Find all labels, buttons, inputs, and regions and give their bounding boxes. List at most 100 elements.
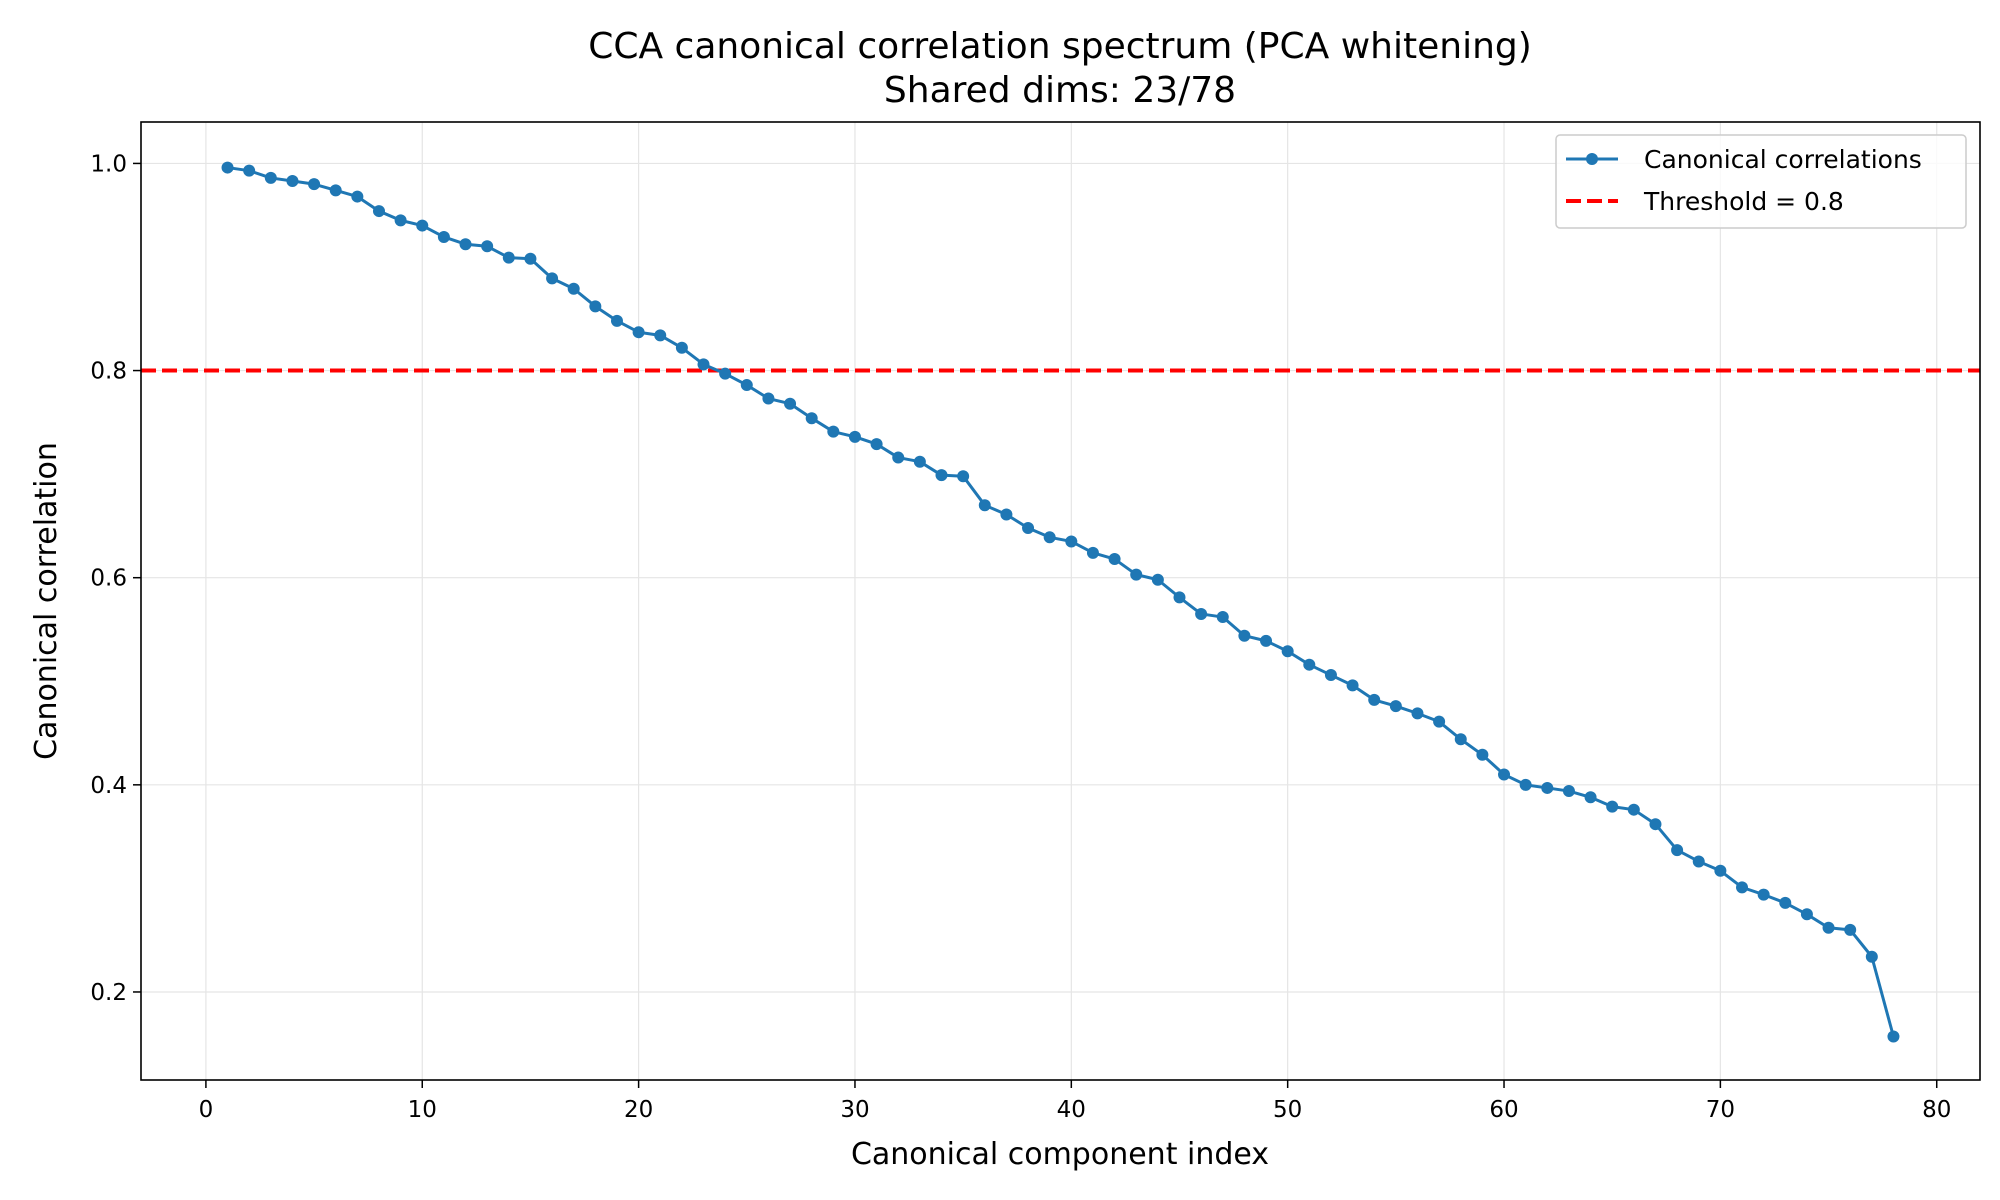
- data-point: [351, 190, 364, 203]
- data-point: [1649, 818, 1662, 831]
- data-point: [1562, 785, 1575, 798]
- data-point: [264, 171, 277, 184]
- data-point: [524, 252, 537, 265]
- data-point: [913, 455, 926, 468]
- data-point: [1130, 568, 1143, 581]
- x-tick-label: 70: [1706, 1097, 1735, 1123]
- x-tick-label: 30: [840, 1097, 869, 1123]
- data-point: [1692, 855, 1705, 868]
- data-point: [589, 300, 602, 313]
- data-point: [1671, 844, 1684, 857]
- data-point: [848, 430, 861, 443]
- legend-series-marker: [1586, 153, 1598, 165]
- x-tick-label: 50: [1273, 1097, 1302, 1123]
- data-point: [1065, 535, 1078, 548]
- data-point: [1822, 921, 1835, 934]
- data-point: [892, 451, 905, 464]
- data-point: [1281, 645, 1294, 658]
- data-point: [459, 238, 472, 251]
- data-point: [957, 470, 970, 483]
- x-axis-label: Canonical component index: [851, 1137, 1269, 1172]
- legend-box: [1555, 134, 1967, 229]
- data-point: [416, 219, 429, 232]
- data-point: [1324, 669, 1337, 682]
- data-point: [1779, 896, 1792, 909]
- chart-title: CCA canonical correlation spectrum (PCA …: [588, 26, 1532, 67]
- legend-series-label: Canonical correlations: [1644, 145, 1922, 174]
- y-axis-label: Canonical correlation: [29, 442, 64, 760]
- data-point: [719, 367, 732, 380]
- grid-lines: [141, 122, 1980, 1080]
- data-point: [1887, 1030, 1900, 1043]
- data-point: [1584, 791, 1597, 804]
- data-point: [1346, 679, 1359, 692]
- data-point: [1736, 881, 1749, 894]
- data-point: [1433, 715, 1446, 728]
- data-point: [1389, 700, 1402, 713]
- data-point: [870, 438, 883, 451]
- data-point: [1454, 733, 1467, 746]
- data-point: [1151, 573, 1164, 586]
- x-axis-ticks: 0 10 20 30 40 50 60 70 80: [199, 1080, 1951, 1123]
- data-point: [1000, 508, 1013, 521]
- data-point: [1238, 629, 1251, 642]
- data-point: [654, 329, 667, 342]
- data-point: [1541, 781, 1554, 794]
- data-point: [567, 282, 580, 295]
- data-point: [1173, 591, 1186, 604]
- x-tick-label: 40: [1057, 1097, 1086, 1123]
- data-point: [1519, 778, 1532, 791]
- legend: Canonical correlations Threshold = 0.8: [1555, 134, 1967, 229]
- data-point: [329, 184, 342, 197]
- x-tick-label: 0: [199, 1097, 214, 1123]
- plot-area-frame: [140, 121, 1981, 1081]
- y-tick-label: 0.2: [90, 980, 127, 1006]
- y-axis-ticks: 0.2 0.4 0.6 0.8 1.0: [90, 151, 141, 1006]
- series-layer: [221, 161, 1900, 1043]
- data-point: [1368, 693, 1381, 706]
- data-point: [697, 358, 710, 371]
- data-point: [286, 175, 299, 188]
- chart-subtitle: Shared dims: 23/78: [884, 70, 1236, 111]
- data-point: [1714, 864, 1727, 877]
- y-tick-label: 0.8: [90, 359, 127, 385]
- data-point: [1108, 553, 1121, 566]
- data-point: [394, 214, 407, 227]
- data-point: [1043, 531, 1056, 544]
- data-point: [740, 379, 753, 392]
- x-tick-label: 80: [1922, 1097, 1951, 1123]
- data-point: [308, 178, 321, 191]
- data-point: [1800, 908, 1813, 921]
- x-tick-label: 20: [624, 1097, 653, 1123]
- data-point: [1260, 634, 1273, 647]
- data-point: [1195, 607, 1208, 620]
- legend-threshold-label: Threshold = 0.8: [1643, 187, 1844, 216]
- data-point: [1411, 707, 1424, 720]
- data-point: [372, 205, 385, 218]
- data-point: [481, 240, 494, 253]
- data-point: [1498, 768, 1511, 781]
- x-tick-label: 60: [1489, 1097, 1518, 1123]
- y-tick-label: 0.4: [90, 773, 127, 799]
- data-point: [1757, 888, 1770, 901]
- data-point: [632, 326, 645, 339]
- data-point: [610, 314, 623, 327]
- x-tick-label: 10: [408, 1097, 437, 1123]
- data-point: [762, 392, 775, 405]
- data-point: [1627, 803, 1640, 816]
- data-point: [437, 230, 450, 243]
- data-point: [935, 469, 948, 482]
- data-point: [546, 272, 559, 285]
- data-point: [1844, 923, 1857, 936]
- y-tick-label: 0.6: [90, 566, 127, 592]
- data-point: [827, 425, 840, 438]
- data-point: [1606, 800, 1619, 813]
- data-point: [1303, 658, 1316, 671]
- data-point: [243, 164, 256, 177]
- data-point: [1216, 611, 1229, 624]
- data-point: [784, 397, 797, 410]
- data-point: [675, 341, 688, 354]
- data-point: [502, 251, 515, 264]
- data-point: [805, 412, 818, 425]
